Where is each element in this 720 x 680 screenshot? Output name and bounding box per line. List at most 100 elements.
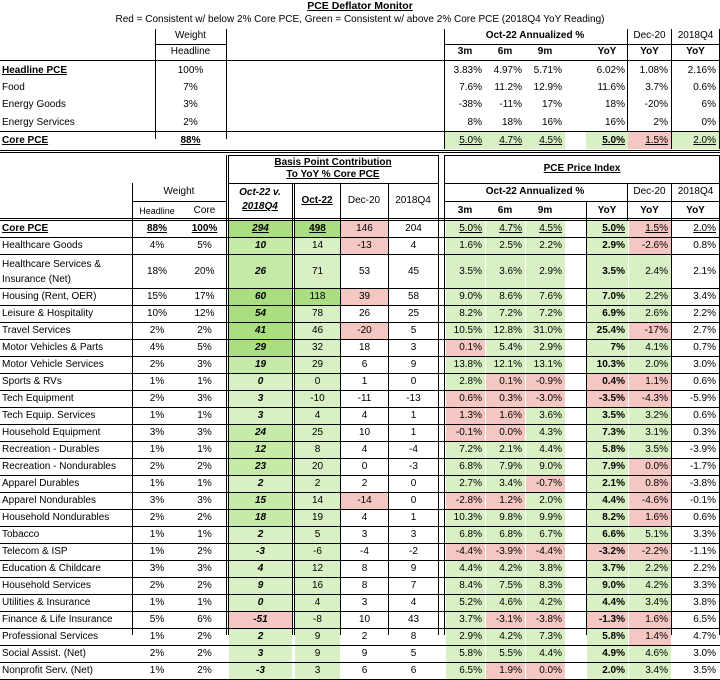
value-cell: 2% bbox=[653, 117, 668, 128]
headline-header: Headline bbox=[170, 46, 211, 57]
price-cell: 12.8% bbox=[486, 323, 525, 339]
price-cell: 8.6% bbox=[486, 289, 525, 305]
q4-header: 2018Q4 bbox=[677, 30, 714, 41]
grid-line bbox=[228, 155, 229, 635]
price-cell: 1.6% bbox=[629, 612, 671, 628]
price-cell: 2.2% bbox=[629, 561, 671, 577]
price-cell: 4.4% bbox=[526, 442, 565, 458]
price-cell: 5.5% bbox=[486, 646, 525, 662]
page-title: PCE Deflator Monitor bbox=[307, 0, 413, 12]
price-cell: 3.7% bbox=[587, 561, 628, 577]
col-header: YoY bbox=[640, 205, 659, 216]
core-weight: 2% bbox=[197, 461, 212, 472]
core-weight: 2% bbox=[197, 325, 212, 336]
bp-diff: 2 bbox=[229, 527, 292, 543]
price-cell: 4.4% bbox=[526, 646, 565, 662]
price-cell: -0.7% bbox=[526, 476, 565, 492]
row-label: Recreation - Durables bbox=[2, 444, 100, 455]
price-cell: 6.8% bbox=[446, 459, 485, 475]
headline-weight: 2% bbox=[149, 580, 165, 591]
bp-diff: 26 bbox=[229, 255, 292, 288]
value-cell: -20% bbox=[644, 99, 668, 110]
grid-line bbox=[0, 526, 720, 527]
headline-weight: 1% bbox=[149, 631, 165, 642]
headline-weight: 4% bbox=[149, 342, 165, 353]
headline-weight: 2% bbox=[149, 393, 165, 404]
price-cell: -4.3% bbox=[629, 391, 671, 407]
price-cell: 5.2% bbox=[446, 595, 485, 611]
price-cell: 3.5% bbox=[693, 665, 716, 676]
price-cell: 5.0% bbox=[446, 221, 485, 237]
q4-header: 2018Q4 bbox=[677, 186, 714, 197]
bp-dec20: 8 bbox=[361, 563, 368, 574]
price-cell: 2.7% bbox=[693, 325, 716, 336]
headline-weight: 3% bbox=[149, 563, 165, 574]
core-weight: 1% bbox=[197, 529, 212, 540]
bp-oct22: 78 bbox=[295, 306, 340, 322]
price-cell: 2.8% bbox=[446, 374, 485, 390]
core-weight: 2% bbox=[197, 512, 212, 523]
row-label: Telecom & ISP bbox=[2, 546, 68, 557]
price-cell: 7.2% bbox=[486, 306, 525, 322]
core-weight: 1% bbox=[197, 597, 212, 608]
row-label: Education & Childcare bbox=[2, 563, 101, 574]
bp-diff: 9 bbox=[229, 578, 292, 594]
grid-line bbox=[445, 44, 719, 45]
price-cell: 0.1% bbox=[486, 374, 525, 390]
bp-dec20: 10 bbox=[358, 427, 371, 438]
core-weight: 1% bbox=[197, 444, 212, 455]
row-label: Social Assist. (Net) bbox=[2, 648, 86, 659]
price-cell: 0.0% bbox=[526, 663, 565, 679]
headline-weight: 5% bbox=[149, 614, 165, 625]
price-cell: 4.4% bbox=[587, 595, 628, 611]
headline-weight: 1% bbox=[149, 597, 165, 608]
price-cell: 25.4% bbox=[587, 323, 628, 339]
bp-oct22: 4 bbox=[295, 408, 340, 424]
bp-diff: 23 bbox=[229, 459, 292, 475]
bp-diff: 2 bbox=[229, 629, 292, 645]
price-cell: 3.6% bbox=[486, 255, 525, 288]
row-label: Motor Vehicles & Parts bbox=[2, 342, 104, 353]
bp-diff: 0 bbox=[229, 374, 292, 390]
grid-line bbox=[0, 492, 720, 493]
price-cell: 3.3% bbox=[693, 529, 716, 540]
grid-line bbox=[0, 390, 720, 391]
value-cell: 11.2% bbox=[494, 82, 522, 93]
grid-line bbox=[294, 183, 295, 635]
bp-diff: 3 bbox=[229, 391, 292, 407]
bp-dec20: 39 bbox=[341, 289, 388, 305]
core-header: Core bbox=[193, 205, 216, 216]
price-cell: 0.6% bbox=[693, 410, 716, 421]
price-cell: 7.5% bbox=[486, 578, 525, 594]
bp-subtitle: To YoY % Core PCE bbox=[286, 169, 380, 180]
price-cell: 7.9% bbox=[587, 459, 628, 475]
price-cell: -0.9% bbox=[526, 374, 565, 390]
grid-line bbox=[445, 183, 719, 184]
bp-col-header: Dec-20 bbox=[347, 195, 381, 206]
row-label: Recreation - Nondurables bbox=[2, 461, 116, 472]
bp-diff: -51 bbox=[229, 612, 292, 628]
row-label: Professional Services bbox=[2, 631, 99, 642]
value-cell: 5.0% bbox=[445, 132, 485, 149]
bp-2018q4: 4 bbox=[410, 240, 417, 251]
price-cell: 3.7% bbox=[446, 612, 485, 628]
bp-dec20: 3 bbox=[361, 597, 368, 608]
headline-weight: 2% bbox=[149, 359, 165, 370]
price-cell: 0.6% bbox=[446, 391, 485, 407]
bp-2018q4: -13 bbox=[406, 393, 421, 404]
value-cell: 16% bbox=[604, 117, 625, 128]
value-cell: 2.0% bbox=[672, 132, 719, 149]
bp-2018q4: 9 bbox=[410, 563, 417, 574]
value-cell: 3.83% bbox=[453, 65, 482, 76]
grid-line bbox=[340, 183, 341, 635]
row-label: Energy Services bbox=[2, 117, 75, 128]
headline-weight: 2% bbox=[149, 325, 165, 336]
bp-oct22: 25 bbox=[295, 425, 340, 441]
price-cell: -3.9% bbox=[689, 444, 716, 455]
price-cell: 4.6% bbox=[629, 646, 671, 662]
bp-dec20: 10 bbox=[358, 614, 371, 625]
value-cell: 16% bbox=[541, 117, 562, 128]
grid-line bbox=[445, 201, 719, 202]
price-cell: 0.3% bbox=[693, 427, 716, 438]
core-weight: 1% bbox=[197, 478, 212, 489]
